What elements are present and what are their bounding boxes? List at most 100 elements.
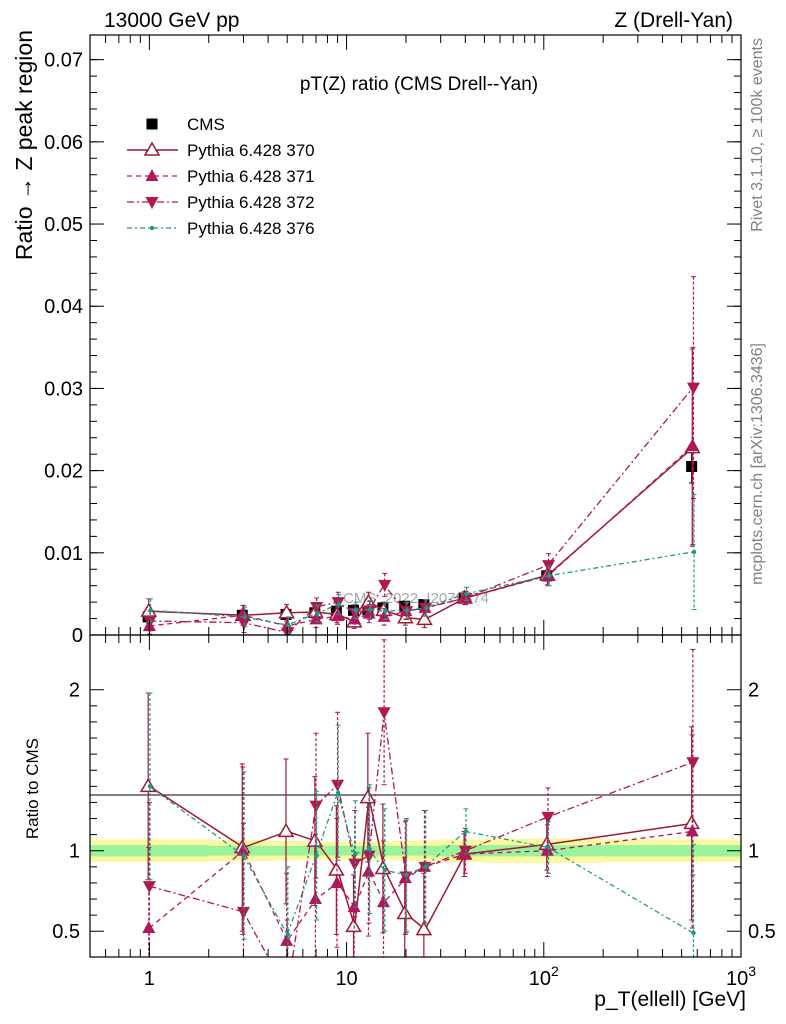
ratio-xtick-label: 103 <box>726 963 756 990</box>
top-ytick-label: 0.03 <box>44 378 83 400</box>
ratio-point-pythia-6-428-372 <box>541 811 555 824</box>
top-point-pythia-6-428-376 <box>404 608 410 613</box>
top-point-pythia-6-428-376 <box>286 622 291 628</box>
top-point-pythia-6-428-371 <box>331 609 345 622</box>
ratio-point-pythia-6-428-371 <box>308 892 322 905</box>
legend-label: Pythia 6.428 376 <box>187 219 315 238</box>
ratio-band-green <box>414 845 441 856</box>
mcplots-label: mcplots.cern.ch [arXiv:1306.3436] <box>749 343 766 585</box>
legend-entry: Pythia 6.428 370 <box>127 141 315 160</box>
top-point-pythia-6-428-376 <box>336 602 341 607</box>
ratio-ytick-label: 2 <box>69 680 80 702</box>
xtick-base: 10 <box>529 968 551 990</box>
legend-label: Pythia 6.428 371 <box>187 167 315 186</box>
ratio-point-pythia-6-428-372 <box>686 757 700 770</box>
ratio-ytick-label: 1 <box>69 841 80 863</box>
top-point-pythia-6-428-372 <box>378 579 392 592</box>
top-series-pythia-6-428-370 <box>140 348 701 629</box>
top-point-pythia-6-428-376 <box>353 608 359 613</box>
header-right: Z (Drell-Yan) <box>614 9 733 32</box>
legend-entry: Pythia 6.428 372 <box>127 193 315 212</box>
ratio-point-pythia-6-428-376 <box>463 829 469 834</box>
ratio-point-pythia-6-428-370 <box>415 921 433 936</box>
legend-marker <box>143 141 161 156</box>
top-point-pythia-6-428-376 <box>148 608 153 613</box>
bottom-panel-series <box>139 639 700 999</box>
bottom-panel-frame <box>89 634 742 958</box>
legend-marker <box>145 169 159 181</box>
legend-label: Pythia 6.428 370 <box>187 141 315 160</box>
legend-entry: Pythia 6.428 376 <box>127 219 315 238</box>
top-point-pythia-6-428-376 <box>691 549 697 555</box>
ratio-point-pythia-6-428-372 <box>281 987 294 999</box>
ratio-series-pythia-6-428-371 <box>142 734 699 957</box>
ratio-series-pythia-6-428-376 <box>147 692 696 957</box>
ratio-point-pythia-6-428-371 <box>280 933 294 946</box>
top-point-pythia-6-428-372 <box>686 382 700 395</box>
ratio-point-pythia-6-428-372 <box>377 707 391 720</box>
legend-marker <box>146 118 158 130</box>
x-axis-label: p_T(ellell) [GeV] <box>594 988 746 1011</box>
ratio-xtick-label: 1 <box>144 968 155 990</box>
top-ytick-label: 0.06 <box>44 132 83 154</box>
bottom-ylabel: Ratio to CMS <box>23 738 42 839</box>
ratio-point-pythia-6-428-376 <box>423 864 428 870</box>
ratio-point-pythia-6-428-376 <box>546 845 551 850</box>
xtick-exponent: 2 <box>551 963 559 979</box>
ratio-point-pythia-6-428-370 <box>359 789 377 804</box>
legend-label: Pythia 6.428 372 <box>187 193 315 212</box>
top-series-pythia-6-428-376 <box>148 493 697 634</box>
chart-title: pT(Z) ratio (CMS Drell--Yan) <box>300 74 538 95</box>
legend-label: CMS <box>187 115 225 134</box>
ratio-point-pythia-6-428-371 <box>377 895 391 908</box>
ratio-xtick-label: 10 <box>335 968 357 990</box>
legend-entry: CMS <box>146 115 225 134</box>
ratio-band-green <box>375 845 393 856</box>
top-point-pythia-6-428-372 <box>281 627 295 635</box>
top-point-pythia-6-428-376 <box>242 614 247 620</box>
top-point-pythia-6-428-376 <box>315 611 320 616</box>
top-point-pythia-6-428-376 <box>383 608 388 614</box>
ratio-ytick-label-right: 1 <box>748 841 759 863</box>
header-left: 13000 GeV pp <box>104 9 239 32</box>
axes: 00.010.020.030.040.050.060.070.5 0.51 12 21… <box>44 35 776 990</box>
top-ytick-label: 0.01 <box>44 543 83 565</box>
ratio-point-pythia-6-428-376 <box>382 867 387 873</box>
top-ytick-label: 0.02 <box>44 461 83 483</box>
ratio-point-pythia-6-428-376 <box>404 872 409 878</box>
ratio-band-green <box>392 845 415 856</box>
ratio-point-pythia-6-428-376 <box>691 930 696 936</box>
ratio-point-pythia-6-428-371 <box>540 843 554 856</box>
bottom-panel-bands <box>90 838 741 863</box>
top-point-pythia-6-428-376 <box>464 591 469 597</box>
top-point-pythia-6-428-371 <box>686 438 700 451</box>
rivet-label: Rivet 3.1.10, ≥ 100k events <box>749 38 766 232</box>
top-ytick-label: 0 <box>72 625 83 647</box>
xtick-exponent: 3 <box>748 963 756 979</box>
top-ytick-label: 0.05 <box>44 214 83 236</box>
ratio-point-pythia-6-428-372 <box>348 858 362 871</box>
top-ylabel: Ratio → Z peak region <box>11 30 37 260</box>
ratio-ytick-label-right: 2 <box>748 680 759 702</box>
ratio-xtick-label: 102 <box>529 963 559 990</box>
xtick-base: 10 <box>726 968 748 990</box>
ratio-point-pythia-6-428-376 <box>314 853 319 858</box>
top-panel-series <box>140 276 701 635</box>
ratio-point-pythia-6-428-370 <box>277 822 295 838</box>
x-axis-label-text: p_T(ellell) [GeV] <box>594 988 746 1011</box>
ratio-ytick-label: 0.5 <box>52 921 80 943</box>
top-point-pythia-6-428-376 <box>424 605 429 611</box>
legend-marker <box>149 225 155 231</box>
top-ytick-label: 0.04 <box>44 296 83 318</box>
chart-title-text: pT(Z) ratio (CMS Drell--Yan) <box>300 74 538 95</box>
top-point-pythia-6-428-370 <box>416 610 433 626</box>
ratio-point-pythia-6-428-376 <box>147 784 153 789</box>
top-point-pythia-6-428-376 <box>368 607 373 612</box>
ratio-point-pythia-6-428-376 <box>353 851 358 857</box>
ratio-point-pythia-6-428-376 <box>285 932 291 937</box>
ratio-band-green <box>603 845 741 857</box>
top-point-pythia-6-428-376 <box>546 573 552 579</box>
ratio-point-pythia-6-428-371 <box>142 921 156 934</box>
top-ytick-label: 0.07 <box>44 50 83 72</box>
